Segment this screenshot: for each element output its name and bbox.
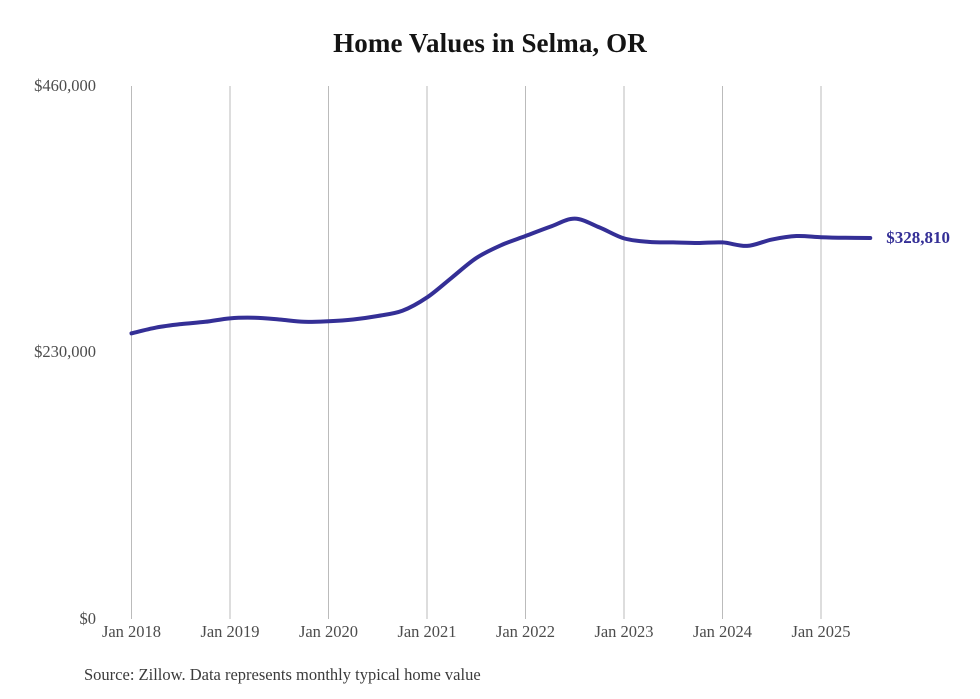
x-axis-tick-jan-2020: Jan 2020 [298, 622, 359, 641]
y-axis-tick-label-max: $460,000 [34, 76, 96, 95]
y-axis-tick-label-mid: $230,000 [34, 342, 96, 361]
x-axis-tick-jan-2021: Jan 2021 [397, 622, 457, 641]
gridlines [131, 86, 822, 619]
series-line-group [129, 216, 873, 336]
x-axis-tick-jan-2025: Jan 2025 [791, 622, 851, 641]
series-line-typical-home-value [129, 216, 873, 336]
x-axis-tick-jan-2019: Jan 2019 [200, 622, 260, 641]
x-axis-tick-jan-2024: Jan 2024 [692, 622, 753, 641]
series-end-value-label: $328,810 [886, 228, 950, 247]
x-axis-tick-jan-2023: Jan 2023 [594, 622, 654, 641]
y-axis-tick-label-zero: $0 [79, 609, 97, 628]
x-axis-tick-jan-2018: Jan 2018 [101, 622, 162, 641]
chart-title: Home Values in Selma, OR [333, 28, 647, 58]
source-note: Source: Zillow. Data represents monthly … [84, 665, 481, 684]
x-axis-tick-jan-2022: Jan 2022 [495, 622, 556, 641]
